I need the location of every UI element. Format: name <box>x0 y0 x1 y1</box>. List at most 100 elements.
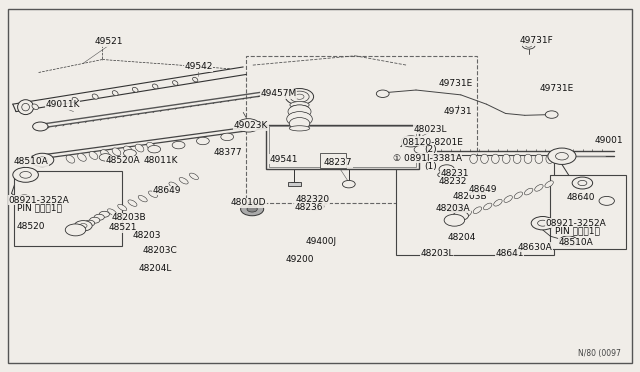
Ellipse shape <box>502 154 510 164</box>
Circle shape <box>17 195 32 204</box>
Ellipse shape <box>289 126 310 131</box>
Bar <box>266 125 419 169</box>
Ellipse shape <box>179 177 188 184</box>
Ellipse shape <box>100 150 109 158</box>
Circle shape <box>439 165 454 174</box>
Circle shape <box>196 137 209 145</box>
Text: 48011K: 48011K <box>144 156 179 165</box>
Text: 48231: 48231 <box>440 169 468 178</box>
Ellipse shape <box>309 198 321 202</box>
Text: 49731: 49731 <box>444 107 472 116</box>
Ellipse shape <box>492 154 499 164</box>
Ellipse shape <box>173 81 178 85</box>
Circle shape <box>342 180 355 188</box>
Ellipse shape <box>32 104 38 109</box>
Circle shape <box>289 118 310 129</box>
Text: 48649: 48649 <box>468 185 497 194</box>
Circle shape <box>556 153 568 160</box>
Ellipse shape <box>438 171 456 178</box>
Circle shape <box>99 211 109 217</box>
Text: 48203B: 48203B <box>112 213 147 222</box>
Text: 48510A: 48510A <box>559 238 593 247</box>
Circle shape <box>172 141 185 149</box>
Circle shape <box>90 217 100 223</box>
Circle shape <box>84 220 95 226</box>
Ellipse shape <box>493 199 502 206</box>
Text: 49011K: 49011K <box>45 100 80 109</box>
Ellipse shape <box>193 77 198 82</box>
Circle shape <box>31 153 54 167</box>
Ellipse shape <box>524 154 532 164</box>
Ellipse shape <box>524 188 533 195</box>
Text: 48649: 48649 <box>152 186 180 195</box>
Circle shape <box>559 236 577 246</box>
Ellipse shape <box>535 154 543 164</box>
Circle shape <box>564 239 572 243</box>
Bar <box>14 171 122 246</box>
Text: ¸08120-8201E: ¸08120-8201E <box>398 137 463 146</box>
Ellipse shape <box>132 87 138 92</box>
Text: 48640: 48640 <box>567 193 595 202</box>
Circle shape <box>13 167 38 182</box>
Ellipse shape <box>545 181 554 187</box>
Bar <box>246 56 477 203</box>
Ellipse shape <box>290 112 309 118</box>
Circle shape <box>406 139 415 144</box>
Ellipse shape <box>52 101 58 106</box>
Circle shape <box>442 174 452 180</box>
Text: 49542: 49542 <box>184 62 212 71</box>
Ellipse shape <box>118 204 127 211</box>
Circle shape <box>65 224 86 236</box>
Ellipse shape <box>152 84 158 89</box>
Text: 49457M: 49457M <box>260 89 296 98</box>
Ellipse shape <box>473 207 482 214</box>
Ellipse shape <box>66 155 75 163</box>
Ellipse shape <box>513 154 521 164</box>
Text: (2): (2) <box>424 145 437 154</box>
Circle shape <box>221 133 234 141</box>
Bar <box>269 126 416 167</box>
Circle shape <box>545 111 558 118</box>
Circle shape <box>241 202 264 216</box>
Text: 08921-3252A: 08921-3252A <box>546 219 606 228</box>
Circle shape <box>94 214 104 220</box>
Circle shape <box>290 91 309 102</box>
Text: PIN ピン（1）: PIN ピン（1） <box>555 226 600 235</box>
Circle shape <box>37 157 47 163</box>
Ellipse shape <box>148 191 157 198</box>
Circle shape <box>247 206 257 212</box>
Text: ① 0891I-3381A: ① 0891I-3381A <box>393 154 462 163</box>
Ellipse shape <box>414 145 428 154</box>
Ellipse shape <box>546 154 554 164</box>
Text: 48204L: 48204L <box>138 264 172 273</box>
Ellipse shape <box>504 196 513 202</box>
Circle shape <box>20 171 31 178</box>
Circle shape <box>285 89 314 105</box>
Ellipse shape <box>77 153 86 161</box>
Text: 49731F: 49731F <box>520 36 553 45</box>
Circle shape <box>288 105 311 118</box>
Ellipse shape <box>108 209 116 215</box>
Ellipse shape <box>481 154 488 164</box>
Ellipse shape <box>138 195 147 202</box>
Circle shape <box>237 119 260 132</box>
Ellipse shape <box>147 142 156 150</box>
Text: 48203A: 48203A <box>436 204 470 213</box>
Text: 48521: 48521 <box>109 223 137 232</box>
Text: N/80 (0097: N/80 (0097 <box>578 349 621 358</box>
Text: 49521: 49521 <box>95 37 123 46</box>
Bar <box>288 182 301 186</box>
Bar <box>396 155 554 255</box>
Bar <box>320 153 346 168</box>
Ellipse shape <box>112 148 121 156</box>
Text: 49731E: 49731E <box>540 84 574 93</box>
Ellipse shape <box>92 94 98 99</box>
Text: PIN ピン（1）: PIN ピン（1） <box>17 203 62 212</box>
Circle shape <box>578 180 587 186</box>
Ellipse shape <box>306 197 324 203</box>
Circle shape <box>531 217 554 230</box>
Ellipse shape <box>514 192 523 199</box>
Text: 48237: 48237 <box>324 158 352 167</box>
Text: 49541: 49541 <box>269 155 298 164</box>
Text: 48023L: 48023L <box>413 125 447 134</box>
